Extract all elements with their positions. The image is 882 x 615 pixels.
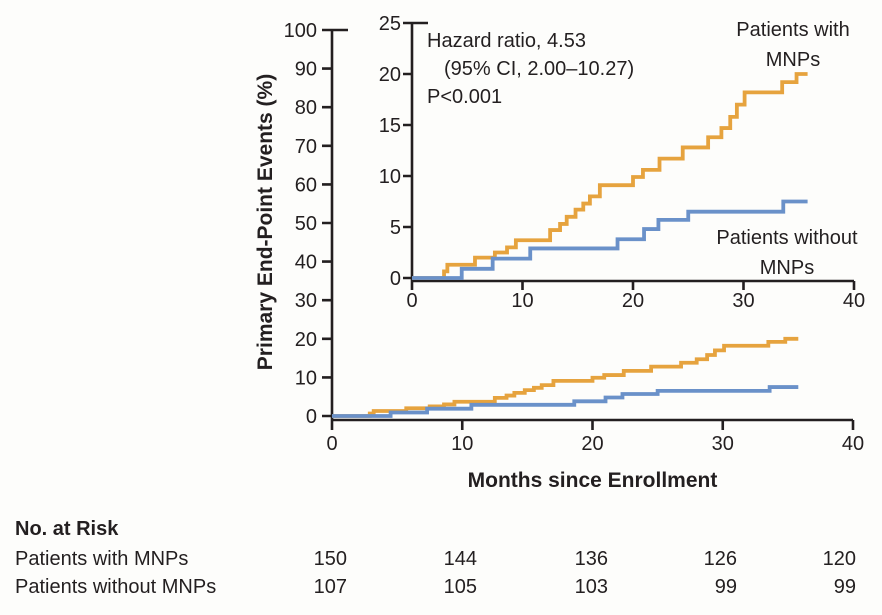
risk-value: 99 — [833, 576, 856, 598]
main-ytick-label: 80 — [295, 97, 317, 119]
inset-ytick-label: 10 — [379, 166, 401, 188]
main-ytick-label: 70 — [295, 136, 317, 158]
inset-ytick-label: 20 — [379, 64, 401, 86]
main-ytick-label: 90 — [295, 59, 317, 81]
risk-value: 144 — [443, 548, 477, 570]
main-xtick-label: 10 — [451, 433, 473, 455]
risk-value: 150 — [313, 548, 347, 570]
main-ytick-label: 0 — [306, 406, 317, 428]
risk-row-with-mnps: Patients with MNPs 150 144 136 126 120 — [0, 548, 882, 576]
label-patients-without-mnps-line2: MNPs — [759, 257, 815, 279]
main-xtick-label: 40 — [842, 433, 864, 455]
risk-value: 107 — [313, 576, 347, 598]
inset-ytick-label: 25 — [379, 13, 401, 35]
inset-xtick-label: 10 — [511, 290, 533, 312]
main-ytick-label: 60 — [295, 174, 317, 196]
inset-ytick-label: 15 — [379, 115, 401, 137]
main-xtick-label: 30 — [712, 433, 734, 455]
main-ytick-label: 100 — [284, 20, 317, 42]
label-patients-with-mnps-line1: Patients with — [736, 19, 850, 41]
risk-value: 120 — [822, 548, 856, 570]
label-patients-with-mnps: Patients with MNPs — [708, 15, 878, 75]
risk-row-label: Patients without MNPs — [15, 576, 217, 598]
risk-value: 103 — [574, 576, 608, 598]
main-xtick-label: 0 — [326, 433, 337, 455]
y-axis-title: Primary End-Point Events (%) — [254, 73, 277, 371]
risk-row-label: Patients with MNPs — [15, 548, 189, 570]
hazard-ratio-annotation: Hazard ratio, 4.53 (95% CI, 2.00–10.27) … — [427, 27, 634, 111]
risk-value: 136 — [574, 548, 608, 570]
annotation-line-1: Hazard ratio, 4.53 — [427, 30, 586, 52]
risk-value: 105 — [443, 576, 477, 598]
main-ytick-label: 40 — [295, 252, 317, 274]
label-patients-without-mnps: Patients without MNPs — [687, 223, 882, 283]
inset-curve-with-mnps — [412, 72, 808, 280]
annotation-line-2: (95% CI, 2.00–10.27) — [444, 58, 635, 80]
main-curve-without-mnps — [332, 385, 799, 418]
inset-xtick-label: 40 — [843, 290, 865, 312]
risk-table-title: No. at Risk — [15, 518, 119, 540]
risk-value: 99 — [714, 576, 737, 598]
main-ytick-label: 30 — [295, 290, 317, 312]
main-ytick-label: 20 — [295, 329, 317, 351]
inset-curve-without-mnps — [412, 199, 808, 280]
risk-value: 126 — [703, 548, 737, 570]
inset-xtick-label: 0 — [406, 290, 417, 312]
main-axes — [322, 28, 855, 430]
inset-xtick-label: 30 — [732, 290, 754, 312]
main-ytick-label: 10 — [295, 367, 317, 389]
inset-axes — [403, 21, 856, 290]
inset-ytick-label: 0 — [390, 268, 401, 290]
x-axis-title: Months since Enrollment — [467, 469, 718, 492]
risk-row-without-mnps: Patients without MNPs 107 105 103 99 99 — [0, 576, 882, 604]
main-curve-with-mnps — [332, 336, 799, 418]
label-patients-with-mnps-line2: MNPs — [765, 49, 821, 71]
label-patients-without-mnps-line1: Patients without — [716, 227, 858, 249]
inset-ytick-label: 5 — [390, 217, 401, 239]
inset-xtick-label: 20 — [622, 290, 644, 312]
main-ytick-label: 50 — [295, 213, 317, 235]
main-xtick-label: 20 — [581, 433, 603, 455]
annotation-line-3: P<0.001 — [427, 86, 503, 108]
